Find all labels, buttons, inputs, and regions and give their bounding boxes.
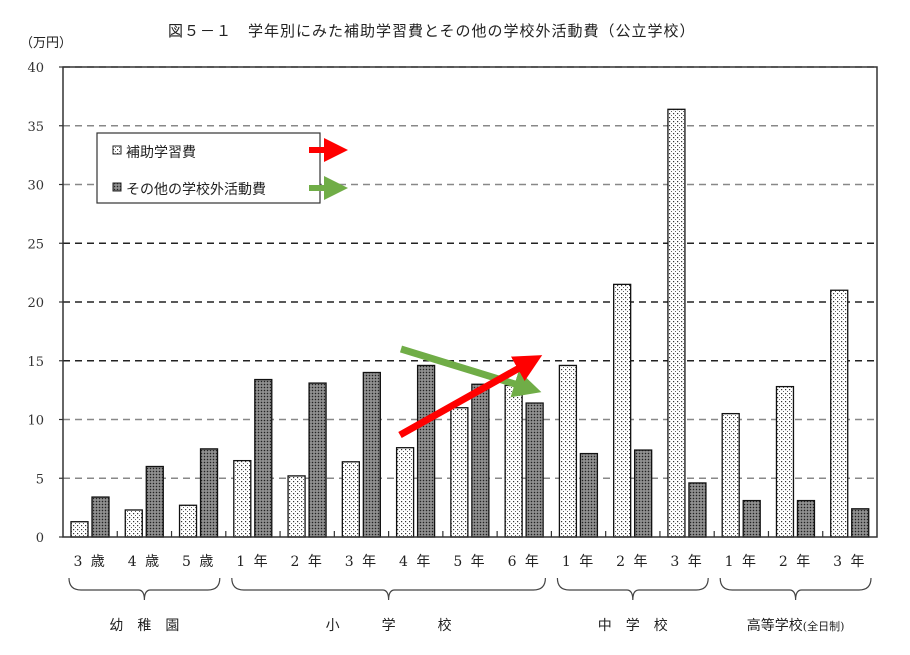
y-tick-label: 20 xyxy=(27,296,44,311)
x-category-label: 3 年 xyxy=(833,554,866,570)
bar-hojo xyxy=(178,504,198,538)
y-tick-label: 25 xyxy=(27,237,44,252)
legend-swatch-light xyxy=(112,145,122,155)
bar-other xyxy=(525,402,544,538)
bar-other xyxy=(688,482,707,538)
bar-hojo xyxy=(70,521,89,538)
bar-hojo xyxy=(558,364,578,538)
x-category-label: 2 年 xyxy=(779,554,812,570)
red-trend-arrow-icon xyxy=(398,355,543,439)
x-category-label: 2 年 xyxy=(616,554,649,570)
y-tick-label: 35 xyxy=(27,120,44,135)
group-brace xyxy=(556,577,709,601)
bar-other xyxy=(796,499,816,538)
bar-other xyxy=(742,499,761,538)
group-label: 幼 稚 園 xyxy=(109,618,179,634)
x-category-label: 5 年 xyxy=(453,554,486,570)
bar-hojo xyxy=(613,283,632,538)
bar-other xyxy=(579,452,599,538)
bar-hojo xyxy=(721,412,740,538)
legend: 補助学習費 その他の学校外活動費 xyxy=(96,132,321,204)
bar-hojo xyxy=(124,509,143,538)
bar-hojo xyxy=(504,384,523,538)
bar-hojo xyxy=(395,447,415,538)
bar-other xyxy=(254,378,273,538)
bar-hojo xyxy=(233,459,252,538)
bar-hojo xyxy=(775,385,795,538)
y-tick-label: 40 xyxy=(27,61,44,76)
x-category-label: 3 年 xyxy=(345,554,378,570)
group-brace xyxy=(231,577,546,601)
group-label: 中 学 校 xyxy=(598,617,668,634)
green-trend-arrow-icon xyxy=(399,345,542,398)
x-category-label: 4 年 xyxy=(399,554,432,570)
group-label: 高等学校(全日制) xyxy=(747,617,845,634)
group-brace xyxy=(719,577,872,601)
legend-swatch-dark xyxy=(112,182,122,192)
x-axis-ticks xyxy=(116,531,824,537)
x-category-label: 1 年 xyxy=(562,554,595,570)
legend-box xyxy=(96,132,321,204)
gridlines xyxy=(63,66,877,480)
legend-label-hojo: 補助学習費 xyxy=(126,145,196,161)
bar-hojo xyxy=(830,289,849,538)
bar-other xyxy=(91,496,110,538)
bar-hojo xyxy=(667,108,686,538)
bar-other xyxy=(416,364,436,538)
chart-title: 図５－１ 学年別にみた補助学習費とその他の学校外活動費（公立学校） xyxy=(168,22,696,40)
group-label: 小 学 校 xyxy=(326,617,452,634)
bar-other xyxy=(308,382,327,538)
x-category-label: 3 年 xyxy=(670,554,703,570)
group-braces: 幼 稚 園 小 学 校 中 学 校 高等学校(全日制) xyxy=(68,577,872,634)
x-category-label: 5 歳 xyxy=(182,554,215,570)
bar-other xyxy=(851,508,870,538)
y-tick-label: 30 xyxy=(27,179,44,194)
y-tick-label: 15 xyxy=(27,355,44,370)
bar-other xyxy=(199,448,219,538)
bar-hojo xyxy=(450,407,469,538)
y-tick-label: 5 xyxy=(36,472,44,487)
y-tick-label: 10 xyxy=(27,414,44,429)
x-category-label: 1 年 xyxy=(725,554,758,570)
x-category-label: 2 年 xyxy=(291,554,324,570)
y-tick-label: 0 xyxy=(36,531,44,546)
x-category-label: 3 歳 xyxy=(73,554,106,570)
bar-other xyxy=(145,465,164,538)
bar-other xyxy=(362,371,381,538)
y-axis-ticks: 0 5 10 15 20 25 30 35 40 xyxy=(27,61,63,546)
group-brace xyxy=(68,577,221,601)
trend-arrows xyxy=(309,138,543,439)
x-category-label: 1 年 xyxy=(236,554,269,570)
legend-label-other: その他の学校外活動費 xyxy=(126,181,266,198)
y-axis-unit-label: （万円） xyxy=(20,36,73,51)
plot-area-frame xyxy=(62,66,878,538)
x-category-label: 6 年 xyxy=(508,554,541,570)
bar-hojo xyxy=(341,461,360,538)
bar-other xyxy=(471,383,490,538)
bar-hojo xyxy=(287,475,306,538)
x-category-label: 4 歳 xyxy=(128,554,161,570)
x-axis-category-labels: 3 歳 4 歳 5 歳 1 年 2 年 3 年 4 年 5 年 6 年 1 年 2 年 3 年 1 年 2… xyxy=(73,554,866,570)
bar-other xyxy=(634,449,653,538)
